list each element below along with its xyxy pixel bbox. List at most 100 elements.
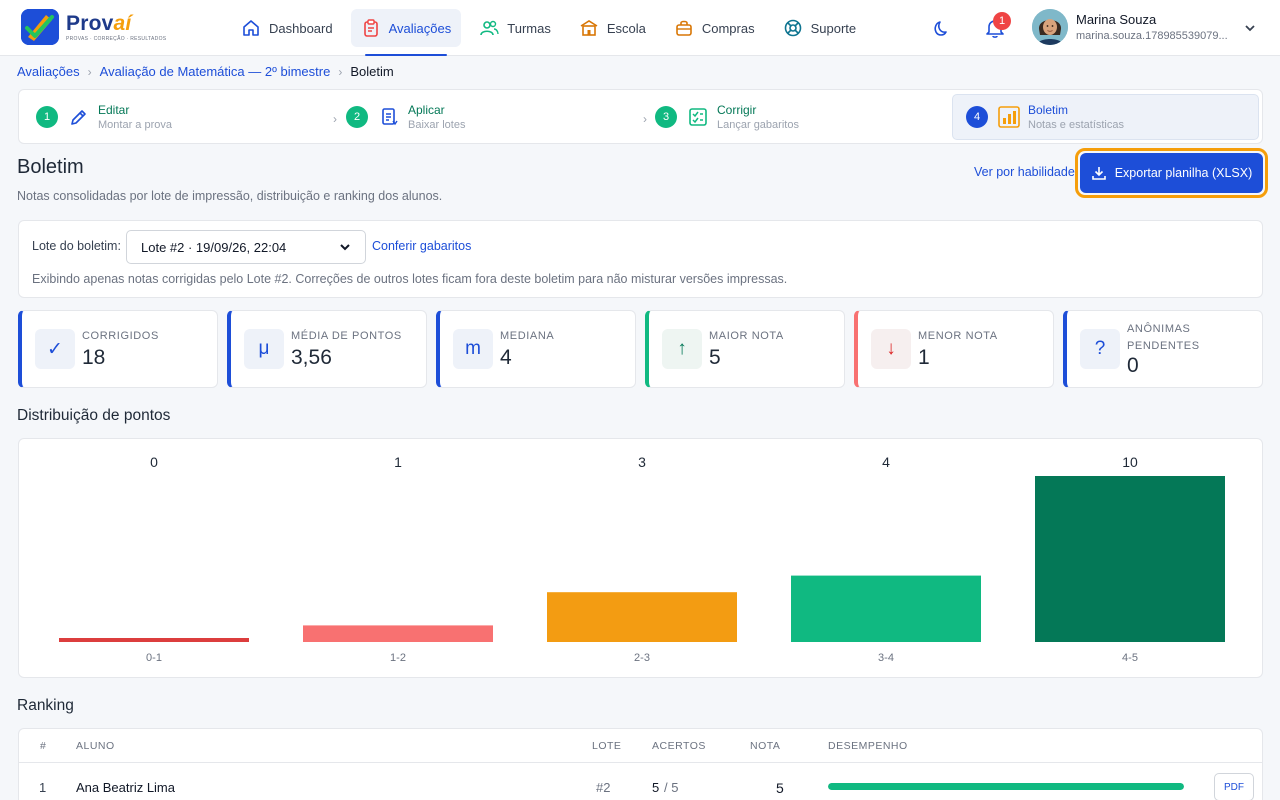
- step-aplicar[interactable]: 2 Aplicar Baixar lotes: [333, 94, 639, 140]
- step-boletim[interactable]: 4 Boletim Notas e estatísticas: [952, 94, 1259, 140]
- lote-selected-value: Lote #2 · 19/09/26, 22:04: [141, 239, 287, 255]
- stat-label: MAIOR NOTA: [709, 330, 784, 342]
- step-number: 2: [346, 106, 368, 128]
- row-lote: #2: [596, 780, 611, 795]
- row-hits-total: / 5: [664, 780, 679, 795]
- stat-card-anonimas: ? ANÔNIMAS PENDENTES 0: [1063, 310, 1263, 388]
- clipboard-icon: [363, 19, 378, 37]
- column-header-performance: DESEMPENHO: [828, 740, 908, 752]
- arrow-up-icon: ↑: [662, 329, 702, 369]
- median-icon: m: [453, 329, 493, 369]
- step-subtitle: Lançar gabaritos: [717, 119, 799, 131]
- chart-bar-3-4[interactable]: [791, 575, 981, 642]
- stat-value: 4: [500, 346, 512, 369]
- lote-label: Lote do boletim:: [32, 239, 121, 253]
- distribution-section-title: Distribuição de pontos: [17, 407, 171, 424]
- lote-note: Exibindo apenas notas corrigidas pelo Lo…: [32, 272, 788, 286]
- nav-suporte[interactable]: Suporte: [773, 9, 867, 47]
- page-subtitle: Notas consolidadas por lote de impressão…: [17, 189, 443, 203]
- table-header: # ALUNO LOTE ACERTOS NOTA DESEMPENHO: [19, 729, 1262, 763]
- school-icon: [580, 20, 598, 36]
- stat-value: 1: [918, 346, 930, 369]
- notification-count-badge: 1: [993, 12, 1011, 30]
- ranking-table: # ALUNO LOTE ACERTOS NOTA DESEMPENHO 1 A…: [18, 728, 1263, 800]
- bar-chart-icon: [998, 106, 1020, 128]
- home-icon: [243, 20, 259, 36]
- export-button-label: Exportar planilha (XLSX): [1114, 166, 1253, 180]
- nav-label: Dashboard: [269, 20, 333, 36]
- breadcrumb-exam[interactable]: Avaliação de Matemática — 2º bimestre: [99, 64, 331, 79]
- app-logo[interactable]: Provaí PROVAS · CORREÇÃO · RESULTADOS: [21, 9, 166, 45]
- step-title: Aplicar: [408, 103, 445, 117]
- lifebuoy-icon: [784, 19, 801, 37]
- breadcrumb-avaliacoes[interactable]: Avaliações: [17, 64, 80, 79]
- row-grade: 5: [776, 780, 784, 796]
- stat-value: 18: [82, 346, 106, 369]
- chart-value-label: 10: [1122, 454, 1138, 470]
- stat-label: MÉDIA DE PONTOS: [291, 330, 402, 342]
- check-answer-keys-link[interactable]: Conferir gabaritos: [372, 239, 472, 253]
- table-row[interactable]: 1 Ana Beatriz Lima #2 5 / 5 5 PDF: [19, 764, 1262, 800]
- column-header-hits[interactable]: ACERTOS: [652, 740, 706, 752]
- dark-mode-toggle-icon[interactable]: [932, 18, 952, 38]
- mu-icon: μ: [244, 329, 284, 369]
- step-subtitle: Notas e estatísticas: [1028, 119, 1124, 131]
- brand-tagline: PROVAS · CORREÇÃO · RESULTADOS: [66, 35, 167, 42]
- performance-bar-fill: [828, 783, 1184, 790]
- pencil-icon: [68, 106, 90, 128]
- chart-category-label: 3-4: [878, 652, 894, 664]
- stat-label: CORRIGIDOS: [82, 330, 159, 342]
- shopping-bag-icon: [676, 20, 692, 36]
- nav-turmas[interactable]: Turmas: [469, 9, 561, 47]
- chart-bar-4-5[interactable]: [1035, 476, 1225, 642]
- export-focus-ring: [1075, 148, 1268, 198]
- step-editar[interactable]: 1 Editar Montar a prova: [23, 94, 329, 140]
- nav-compras[interactable]: Compras: [664, 9, 765, 47]
- nav-escola[interactable]: Escola: [569, 9, 656, 47]
- lote-filter-panel: Lote do boletim: Lote #2 · 19/09/26, 22:…: [18, 220, 1263, 298]
- step-title: Editar: [98, 103, 130, 117]
- chevron-down-icon: [1245, 25, 1255, 32]
- user-menu[interactable]: Marina Souza marina.souza.178985539079..…: [1032, 9, 1255, 45]
- chart-value-label: 1: [394, 454, 402, 470]
- view-by-skill-link[interactable]: Ver por habilidade: [974, 165, 1075, 179]
- step-title: Boletim: [1028, 103, 1069, 117]
- lote-select[interactable]: Lote #2 · 19/09/26, 22:04: [126, 230, 366, 264]
- chart-bar-2-3[interactable]: [547, 592, 737, 642]
- logo-mark-icon: [21, 9, 59, 45]
- chart-value-label: 0: [150, 454, 158, 470]
- nav-label: Suporte: [810, 20, 857, 36]
- stat-value: 5: [709, 346, 721, 369]
- step-number: 3: [655, 106, 677, 128]
- rank-position: 1: [39, 780, 47, 795]
- avatar: [1032, 9, 1068, 45]
- pdf-button[interactable]: PDF: [1214, 773, 1254, 800]
- column-header-lote[interactable]: LOTE: [592, 740, 622, 752]
- users-icon: [480, 20, 499, 36]
- column-header-student[interactable]: ALUNO: [76, 740, 115, 752]
- question-icon: ?: [1080, 329, 1120, 369]
- column-header-position: #: [40, 740, 47, 752]
- export-xlsx-button[interactable]: Exportar planilha (XLSX): [1080, 153, 1263, 193]
- top-navigation-bar: Provaí PROVAS · CORREÇÃO · RESULTADOS Da…: [0, 0, 1280, 56]
- nav-label: Turmas: [507, 20, 551, 36]
- nav-label: Avaliações: [388, 20, 452, 36]
- breadcrumb-current: Boletim: [350, 64, 394, 79]
- nav-avaliacoes[interactable]: Avaliações: [350, 9, 462, 56]
- step-number: 4: [966, 106, 988, 128]
- nav-dashboard[interactable]: Dashboard: [231, 9, 343, 47]
- stat-card-menor-nota: ↓ MENOR NOTA 1: [854, 310, 1054, 388]
- chart-bar-1-2[interactable]: [303, 625, 493, 642]
- student-name: Ana Beatriz Lima: [76, 780, 175, 795]
- stat-card-maior-nota: ↑ MAIOR NOTA 5: [645, 310, 845, 388]
- chart-value-label: 4: [882, 454, 890, 470]
- chart-category-label: 0-1: [146, 652, 162, 664]
- stat-label: MEDIANA: [500, 330, 555, 342]
- column-header-grade[interactable]: NOTA: [750, 740, 781, 752]
- chart-value-label: 3: [638, 454, 646, 470]
- step-title: Corrigir: [717, 103, 757, 117]
- stat-card-corrigidos: ✓ CORRIGIDOS 18: [18, 310, 218, 388]
- chart-bar-0-1[interactable]: [59, 638, 249, 642]
- step-chevron-icon: ›: [333, 112, 337, 126]
- step-corrigir[interactable]: 3 Corrigir Lançar gabaritos: [642, 94, 948, 140]
